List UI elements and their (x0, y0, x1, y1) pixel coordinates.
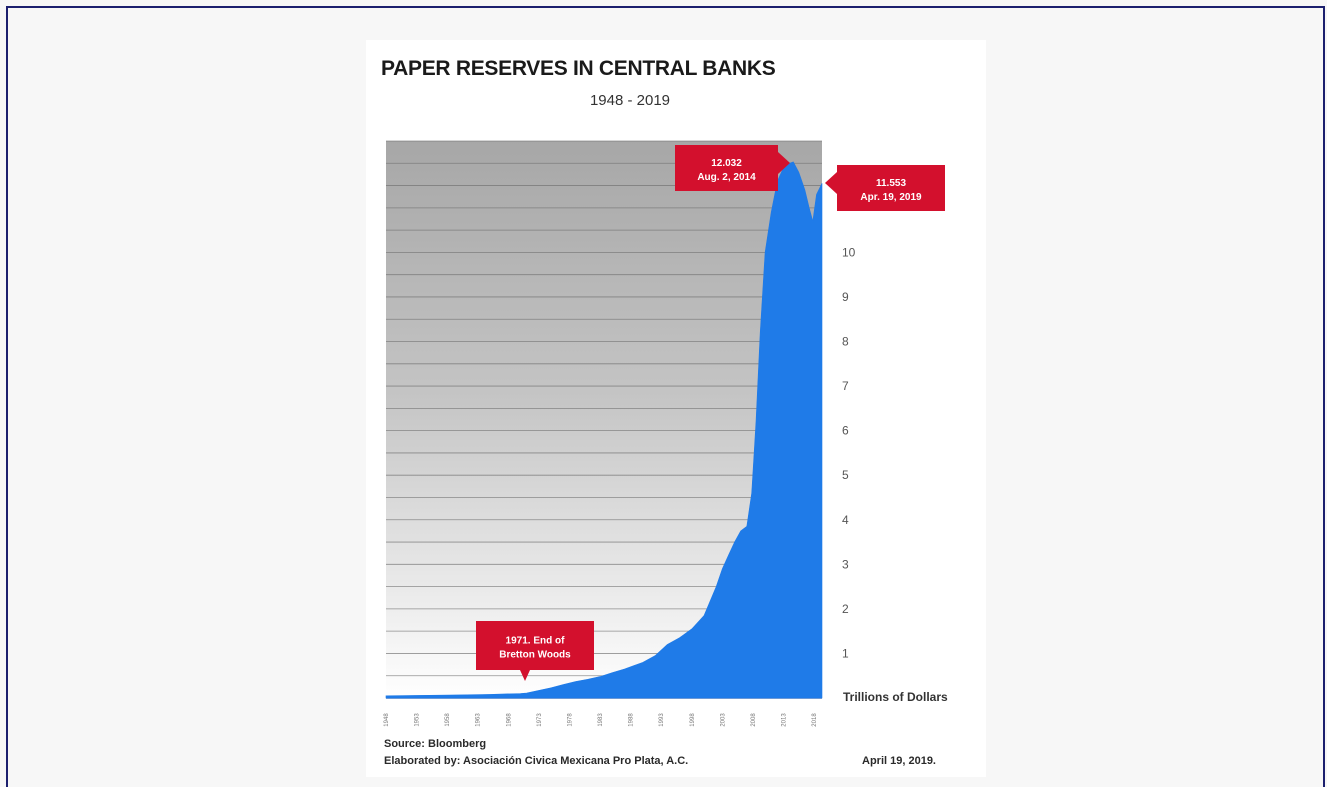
x-tick-label: 1998 (690, 713, 696, 727)
y-tick-label: 8 (842, 335, 849, 349)
source-note: Source: Bloomberg (384, 738, 487, 750)
y-tick-label: 9 (842, 290, 849, 304)
callout-bretton-woods-box (476, 621, 594, 670)
x-tick-label: 1968 (506, 713, 512, 727)
callout-latest-box (837, 165, 945, 211)
callout-peak-line1: 12.032 (711, 158, 742, 169)
callout-latest-line1: 11.553 (876, 178, 906, 189)
callout-peak-pointer (778, 152, 790, 174)
y-tick-label: 5 (842, 468, 849, 482)
callout-bretton-woods: 1971. End of Bretton Woods (476, 621, 594, 681)
data-area (385, 161, 823, 699)
x-tick-label: 2018 (812, 713, 818, 727)
elaborated-note: Elaborated by: Asociación Civica Mexican… (384, 755, 689, 767)
y-tick-label: 2 (842, 602, 849, 616)
x-tick-label: 1988 (629, 713, 635, 727)
callout-peak: 12.032 Aug. 2, 2014 (675, 145, 790, 191)
x-axis: 1948 1953 1958 1963 1968 1973 1978 1983 1988 1993… (384, 713, 818, 727)
date-note: April 19, 2019. (862, 755, 936, 767)
x-tick-label: 1963 (476, 713, 482, 727)
chart-subtitle: 1948 - 2019 (589, 92, 671, 109)
callout-bretton-woods-line2: Bretton Woods (499, 650, 571, 661)
x-tick-label: 2013 (781, 713, 787, 727)
callout-peak-line2: Aug. 2, 2014 (697, 172, 756, 183)
callout-bretton-woods-pointer (520, 670, 530, 681)
chart-title: PAPER RESERVES IN CENTRAL BANKS (381, 57, 776, 80)
y-tick-label: 4 (842, 513, 849, 527)
x-tick-label: 1953 (415, 713, 421, 727)
x-tick-label: 1993 (659, 713, 665, 727)
y-tick-label: 3 (842, 557, 849, 571)
x-tick-label: 2003 (720, 713, 726, 727)
x-tick-label: 1948 (384, 713, 390, 727)
callout-latest-line2: Apr. 19, 2019 (860, 192, 922, 203)
callout-latest: 11.553 Apr. 19, 2019 (825, 165, 945, 211)
y-tick-label: 7 (842, 379, 849, 393)
y-tick-label: 1 (842, 646, 849, 660)
callout-bretton-woods-line1: 1971. End of (506, 636, 566, 647)
x-tick-label: 1973 (537, 713, 543, 727)
y-tick-label: 6 (842, 424, 849, 438)
x-tick-label: 1983 (598, 713, 604, 727)
y-axis-unit-label: Trillions of Dollars (843, 690, 948, 704)
callout-latest-pointer (825, 172, 837, 194)
callout-peak-box (675, 145, 778, 191)
data-area-fill (385, 161, 823, 699)
x-tick-label: 1958 (445, 713, 451, 727)
y-tick-label: 10 (842, 245, 856, 259)
x-tick-label: 1978 (567, 713, 573, 727)
y-axis: 1 2 3 4 5 6 7 8 9 10 (842, 245, 856, 660)
x-tick-label: 2008 (751, 713, 757, 727)
